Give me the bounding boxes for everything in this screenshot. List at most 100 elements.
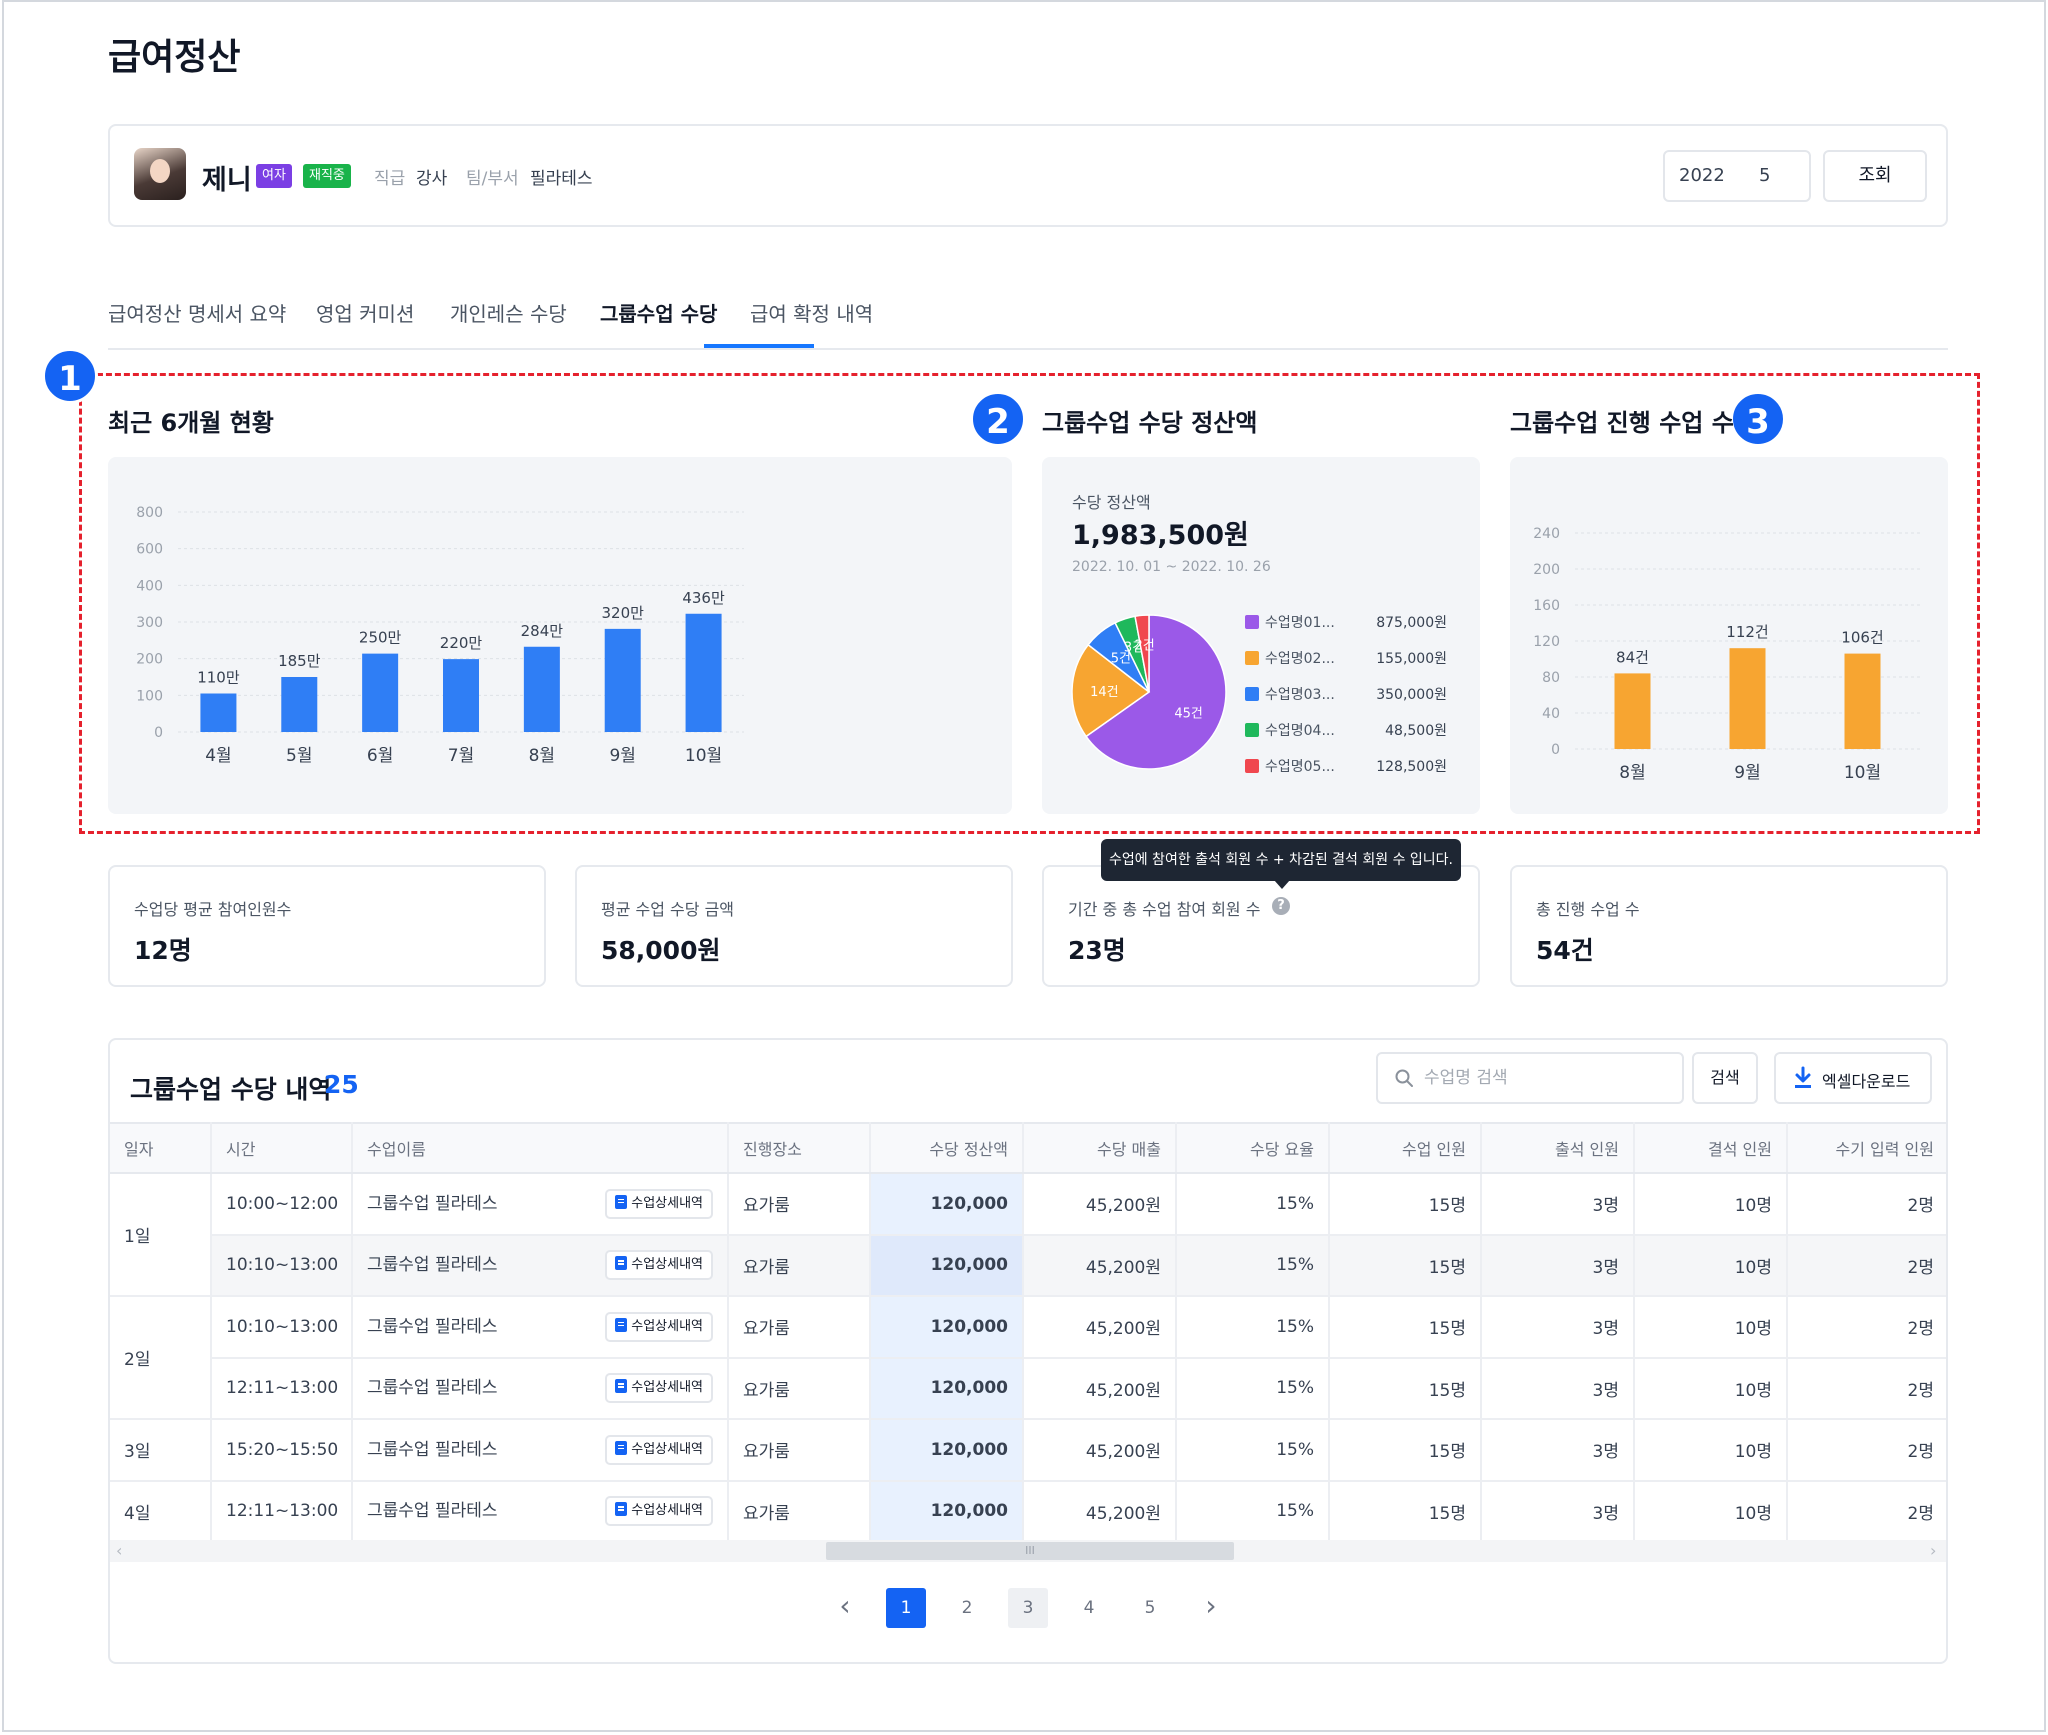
col-header-attend[interactable]: 출석 인원 <box>1481 1122 1635 1174</box>
legend-label: 수업명03... <box>1265 687 1335 703</box>
class-name-cell: 그룹수업 필라테스 수업상세내역 <box>352 1234 729 1297</box>
legend-amount: 128,500원 <box>1376 759 1447 775</box>
sales-cell: 45,200원 <box>1023 1234 1177 1297</box>
col-header-date[interactable]: 일자 <box>110 1122 212 1174</box>
class-detail-button[interactable]: 수업상세내역 <box>605 1373 713 1404</box>
active-tab-indicator <box>704 344 814 348</box>
manual-cell: 2명 <box>1787 1480 1946 1543</box>
scroll-right-icon[interactable]: › <box>1930 1541 1937 1560</box>
horizontal-scrollbar[interactable]: ‹ III › <box>110 1540 1946 1562</box>
y-tick-label: 200 <box>1533 562 1560 578</box>
table-row[interactable]: 4일 12:11~13:00 그룹수업 필라테스 수업상세내역 요가룸 120,0… <box>110 1480 1946 1543</box>
table-header-row: 일자 시간 수업이름 진행장소 수당 정산액 수당 매출 수당 요율 수업 인원… <box>110 1122 1946 1174</box>
stat-card-total-members: 기간 중 총 수업 참여 회원 수 ? 23명 <box>1042 865 1480 987</box>
x-category-label: 5월 <box>286 746 312 766</box>
members-cell: 15명 <box>1329 1234 1482 1297</box>
tab-payroll-summary[interactable]: 급여정산 명세서 요약 <box>108 302 287 326</box>
table-row[interactable]: 3일 15:20~15:50 그룹수업 필라테스 수업상세내역 요가룸 120,0… <box>110 1419 1946 1482</box>
col-header-members[interactable]: 수업 인원 <box>1329 1122 1482 1174</box>
excel-download-button[interactable]: 엑셀다운로드 <box>1774 1052 1932 1104</box>
class-name: 그룹수업 필라테스 <box>367 1378 498 1399</box>
col-header-sales[interactable]: 수당 매출 <box>1023 1122 1177 1174</box>
class-detail-button[interactable]: 수업상세내역 <box>605 1250 713 1281</box>
class-detail-button[interactable]: 수업상세내역 <box>605 1496 713 1527</box>
class-name-cell: 그룹수업 필라테스 수업상세내역 <box>352 1357 729 1420</box>
place-cell: 요가룸 <box>728 1173 871 1236</box>
col-header-amount[interactable]: 수당 정산액 <box>870 1122 1024 1174</box>
pie-slice-label: 5건 <box>1111 651 1131 666</box>
col-header-rate[interactable]: 수당 요율 <box>1176 1122 1330 1174</box>
y-tick-label: 0 <box>1551 742 1560 758</box>
step-marker-2: 2 <box>970 391 1026 447</box>
col-header-manual[interactable]: 수기 입력 인원 <box>1787 1122 1946 1174</box>
col-header-time[interactable]: 시간 <box>211 1122 353 1174</box>
rate-cell: 15% <box>1176 1419 1330 1482</box>
stat-card-avg-amount: 평균 수업 수당 금액 58,000원 <box>575 865 1013 987</box>
bar <box>362 653 399 732</box>
table-row[interactable]: 10:10~13:00 그룹수업 필라테스 수업상세내역 요가룸 120,000 … <box>110 1234 1946 1297</box>
next-page-icon[interactable]: › <box>1205 1589 1217 1622</box>
page-button-1[interactable]: 1 <box>886 1588 926 1628</box>
highlight-box <box>79 373 1980 834</box>
profile-card: 제니 여자 재직중 직급 강사 팀/부서 필라테스 2022 5 조회 <box>108 124 1948 227</box>
help-icon[interactable]: ? <box>1272 897 1290 915</box>
monthly-chart-panel: 0 100 200 300 400 600 800 110만 4월 185만 5월 250만 6월 220… <box>108 457 1012 814</box>
x-category-label: 8월 <box>529 746 555 766</box>
status-badge: 재직중 <box>303 164 351 188</box>
tab-group-class[interactable]: 그룹수업 수당 <box>600 302 718 326</box>
lookup-button[interactable]: 조회 <box>1823 150 1927 202</box>
page-button-3[interactable]: 3 <box>1008 1588 1048 1628</box>
col-header-class-name[interactable]: 수업이름 <box>352 1122 729 1174</box>
bar <box>523 646 560 732</box>
scroll-left-icon[interactable]: ‹ <box>116 1541 123 1560</box>
table-row[interactable]: 1일 10:00~12:00 그룹수업 필라테스 수업상세내역 요가룸 120,0… <box>110 1173 1946 1297</box>
x-category-label: 9월 <box>1734 763 1760 783</box>
class-detail-label: 수업상세내역 <box>631 1503 703 1519</box>
col-header-absent[interactable]: 결석 인원 <box>1634 1122 1788 1174</box>
place-cell: 요가룸 <box>728 1357 871 1420</box>
help-tooltip: 수업에 참여한 출석 회원 수 + 차감된 결석 회원 수 입니다. <box>1101 839 1461 881</box>
page-button-2[interactable]: 2 <box>961 1598 973 1618</box>
y-tick-label: 600 <box>136 542 163 558</box>
stat-label: 기간 중 총 수업 참여 회원 수 <box>1068 900 1261 919</box>
pie-slice-label: 2건 <box>1135 638 1155 653</box>
table-row[interactable]: 2일 10:10~13:00 그룹수업 필라테스 수업상세내역 요가룸 120,0… <box>110 1296 1946 1420</box>
sales-cell: 45,200원 <box>1023 1419 1177 1482</box>
table-row[interactable]: 12:11~13:00 그룹수업 필라테스 수업상세내역 요가룸 120,000 … <box>110 1357 1946 1420</box>
stat-label: 총 진행 수업 수 <box>1536 900 1640 919</box>
class-detail-button[interactable]: 수업상세내역 <box>605 1311 713 1342</box>
page-button-4[interactable]: 4 <box>1083 1598 1095 1618</box>
search-button[interactable]: 검색 <box>1692 1052 1758 1104</box>
search-input[interactable] <box>1424 1064 1674 1092</box>
prev-page-icon[interactable]: ‹ <box>839 1589 851 1622</box>
time-cell: 10:10~13:00 <box>211 1296 353 1359</box>
amount-cell: 120,000 <box>870 1480 1024 1543</box>
y-tick-label: 120 <box>1533 634 1560 650</box>
year-value: 2022 <box>1679 165 1725 186</box>
col-header-place[interactable]: 진행장소 <box>728 1122 871 1174</box>
legend-swatch <box>1245 651 1259 665</box>
legend-amount: 155,000원 <box>1376 651 1447 667</box>
tab-bar: 급여정산 명세서 요약 영업 커미션 개인레슨 수당 그룹수업 수당 급여 확정… <box>108 298 1948 350</box>
legend-label: 수업명02... <box>1265 651 1335 667</box>
page-button-5[interactable]: 5 <box>1144 1598 1156 1618</box>
manual-cell: 2명 <box>1787 1419 1946 1482</box>
sales-cell: 45,200원 <box>1023 1357 1177 1420</box>
period-select[interactable]: 2022 5 <box>1663 150 1811 202</box>
legend-amount: 875,000원 <box>1376 615 1447 631</box>
stat-card-total-classes: 총 진행 수업 수 54건 <box>1510 865 1948 987</box>
scroll-thumb[interactable]: III <box>826 1542 1234 1560</box>
manual-cell: 2명 <box>1787 1234 1946 1297</box>
class-detail-button[interactable]: 수업상세내역 <box>605 1434 713 1465</box>
search-box <box>1376 1052 1684 1104</box>
download-icon <box>1795 1066 1811 1088</box>
tab-sales-commission[interactable]: 영업 커미션 <box>316 302 415 326</box>
settlement-label: 수당 정산액 <box>1072 493 1151 512</box>
pie-slice <box>1085 614 1227 770</box>
tab-personal-lesson[interactable]: 개인레슨 수당 <box>450 302 567 326</box>
tab-payroll-confirmed[interactable]: 급여 확정 내역 <box>750 302 874 326</box>
class-detail-button[interactable]: 수업상세내역 <box>605 1188 713 1219</box>
bar-value-label: 220만 <box>440 634 483 652</box>
